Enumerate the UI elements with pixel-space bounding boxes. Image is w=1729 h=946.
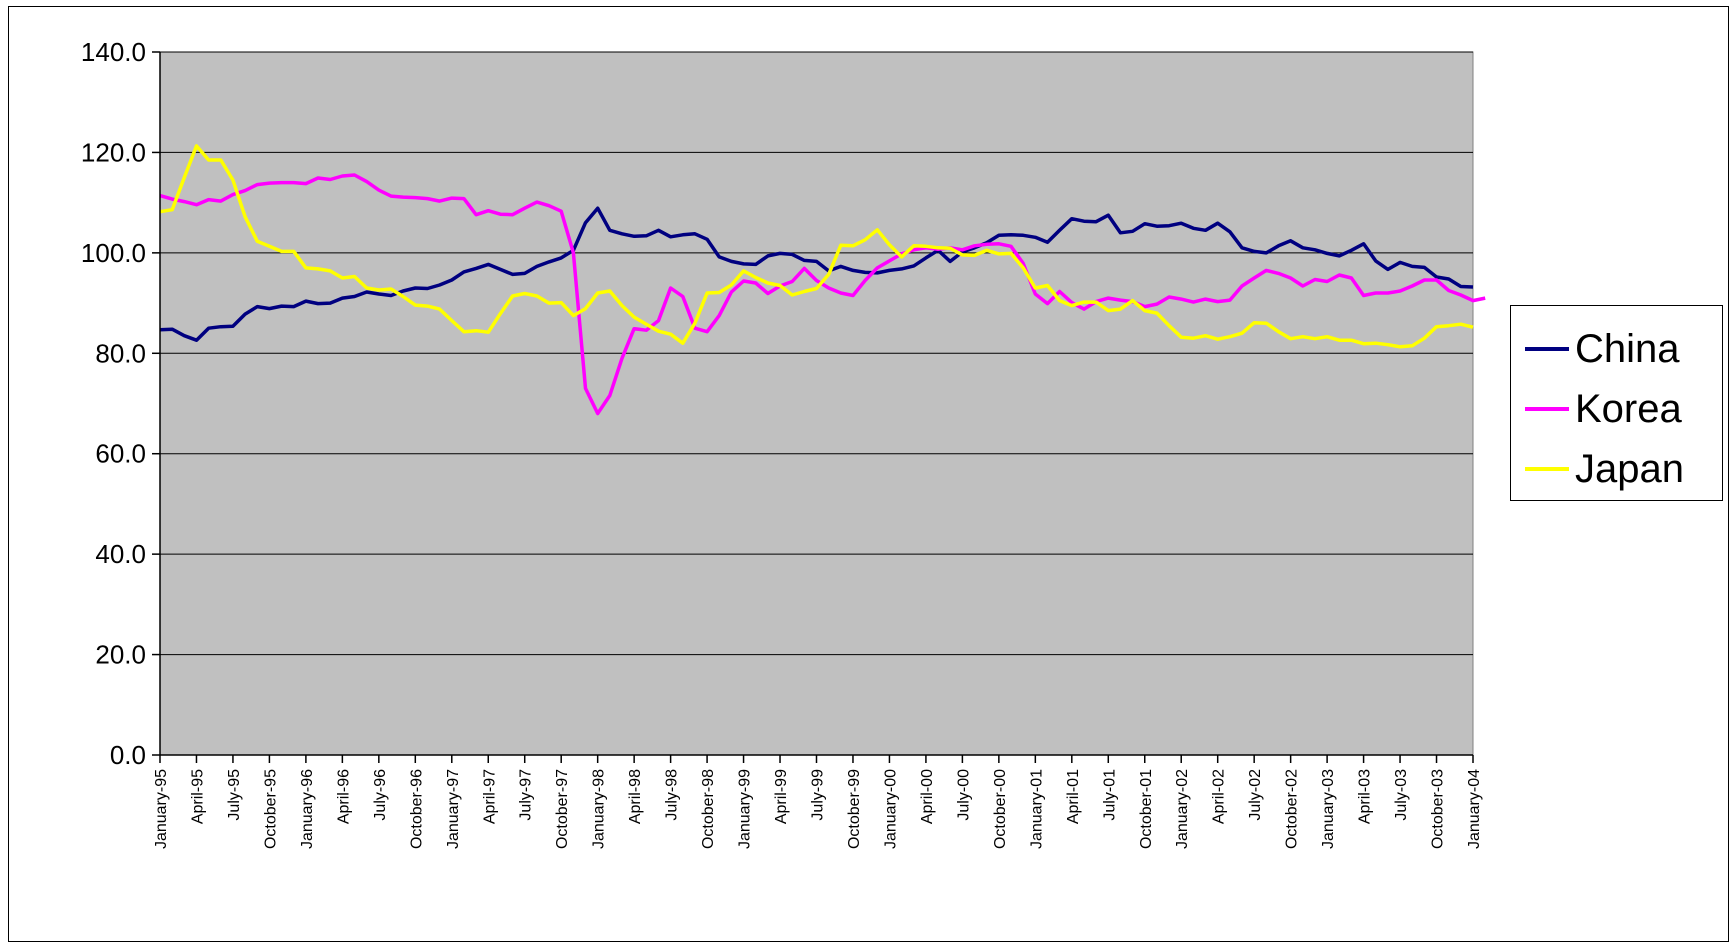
x-tick-label: April-03 <box>1357 769 1374 824</box>
y-axis-ticks: 0.0 20.0 40.0 60.0 80.0 100.0 120.0 140.0 <box>81 37 160 770</box>
x-tick-label: April-95 <box>189 769 206 824</box>
legend-item-china: China <box>1525 329 1680 369</box>
x-tick-label: October-97 <box>554 769 571 849</box>
x-tick-label: January-97 <box>445 769 462 849</box>
x-tick-label: July-03 <box>1393 769 1410 821</box>
x-tick-label: January-96 <box>299 769 316 849</box>
y-tick-label: 20.0 <box>95 640 146 670</box>
x-axis-ticks: January-95 April-95 July-95 October-95 Janua… <box>153 755 1483 849</box>
x-tick-label: January-00 <box>882 769 899 849</box>
x-tick-label: January-95 <box>153 769 170 849</box>
x-tick-label: July-98 <box>664 769 681 821</box>
x-tick-label: October-03 <box>1430 769 1447 849</box>
legend-swatch-china <box>1525 347 1569 351</box>
x-tick-label: October-96 <box>408 769 425 849</box>
series-line-japan <box>159 144 1474 349</box>
x-tick-label: October-00 <box>992 769 1009 849</box>
legend-swatch-japan <box>1525 467 1569 471</box>
y-tick-label: 0.0 <box>110 740 146 770</box>
y-tick-label: 80.0 <box>95 338 146 368</box>
x-tick-label: July-01 <box>1101 769 1118 821</box>
series-lines <box>159 144 1486 416</box>
x-tick-label: July-00 <box>955 769 972 821</box>
y-tick-label: 140.0 <box>81 37 146 67</box>
x-tick-label: January-02 <box>1174 769 1191 849</box>
x-tick-label: July-95 <box>226 769 243 821</box>
legend-item-japan: Japan <box>1525 449 1684 489</box>
x-tick-label: October-95 <box>262 769 279 849</box>
y-tick-label: 40.0 <box>95 539 146 569</box>
x-tick-label: April-98 <box>627 769 644 824</box>
x-tick-label: April-99 <box>773 769 790 824</box>
y-tick-label: 60.0 <box>95 439 146 469</box>
x-tick-label: January-98 <box>591 769 608 849</box>
x-tick-label: October-01 <box>1138 769 1155 849</box>
series-line-china <box>159 206 1474 342</box>
x-tick-label: January-99 <box>737 769 754 849</box>
legend-label-korea: Korea <box>1575 387 1682 431</box>
y-tick-label: 120.0 <box>81 137 146 167</box>
x-tick-label: January-01 <box>1028 769 1045 849</box>
x-tick-label: July-97 <box>518 769 535 821</box>
x-tick-label: July-96 <box>372 769 389 821</box>
y-tick-label: 100.0 <box>81 238 146 268</box>
x-tick-label: January-04 <box>1466 769 1483 849</box>
x-tick-label: April-01 <box>1065 769 1082 824</box>
x-tick-label: October-98 <box>700 769 717 849</box>
x-tick-label: April-97 <box>481 769 498 824</box>
x-tick-label: October-99 <box>846 769 863 849</box>
x-tick-label: April-02 <box>1211 769 1228 824</box>
x-tick-label: April-96 <box>335 769 352 824</box>
x-tick-label: January-03 <box>1320 769 1337 849</box>
plot-area <box>159 51 1474 756</box>
legend: China Korea Japan <box>1510 305 1723 501</box>
grid-lines <box>160 51 1473 656</box>
legend-label-japan: Japan <box>1575 447 1684 491</box>
x-tick-label: July-02 <box>1247 769 1264 821</box>
legend-label-china: China <box>1575 327 1680 371</box>
x-tick-label: July-99 <box>810 769 827 821</box>
series-line-korea <box>159 173 1486 416</box>
legend-item-korea: Korea <box>1525 389 1682 429</box>
x-tick-label: October-02 <box>1284 769 1301 849</box>
x-tick-label: April-00 <box>919 769 936 824</box>
legend-swatch-korea <box>1525 407 1569 411</box>
